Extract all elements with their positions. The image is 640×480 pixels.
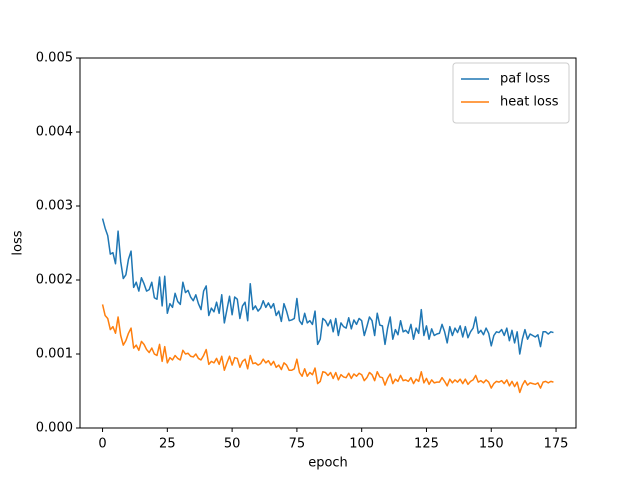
x-tick-label: 175	[544, 437, 569, 452]
x-tick-label: 25	[159, 437, 176, 452]
x-tick-label: 125	[414, 437, 439, 452]
legend-label: heat loss	[500, 95, 559, 110]
x-tick-label: 150	[479, 437, 504, 452]
y-axis-label: loss	[11, 230, 26, 255]
y-tick-label: 0.000	[36, 421, 73, 436]
y-tick-label: 0.005	[36, 51, 73, 66]
series-line	[101, 218, 554, 355]
y-tick-label: 0.004	[36, 125, 73, 140]
x-tick-label: 50	[224, 437, 241, 452]
x-tick-label: 0	[98, 437, 106, 452]
series-line	[101, 304, 554, 394]
plot-frame	[79, 57, 577, 429]
legend-label: paf loss	[500, 72, 550, 87]
x-tick-label: 100	[349, 437, 374, 452]
x-axis-label: epoch	[308, 456, 348, 471]
legend-box	[452, 62, 570, 124]
y-tick-label: 0.001	[36, 347, 73, 362]
y-tick-label: 0.003	[36, 199, 73, 214]
y-tick-label: 0.002	[36, 273, 73, 288]
x-tick-label: 75	[289, 437, 306, 452]
